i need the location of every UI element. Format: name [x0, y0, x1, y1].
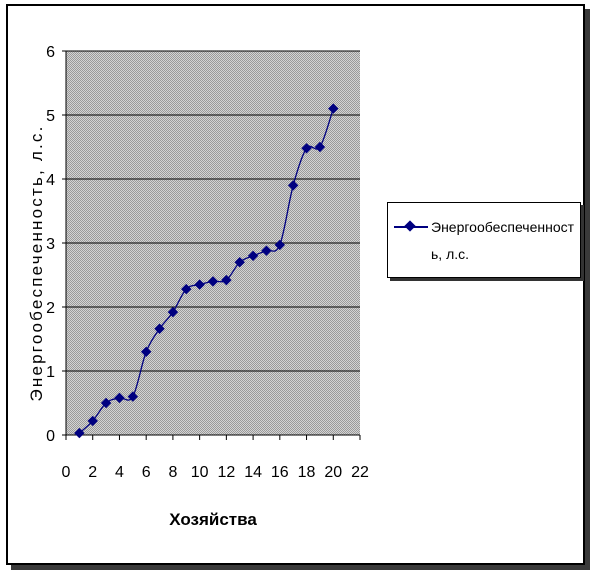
data-point-marker — [314, 141, 326, 153]
x-tick-label: 12 — [217, 464, 235, 481]
x-tick-label: 4 — [115, 464, 124, 481]
y-ticks: 0 1 2 3 4 5 6 — [46, 44, 66, 445]
y-tick-label: 5 — [46, 108, 55, 125]
data-point-marker — [301, 143, 312, 154]
data-point-marker — [194, 279, 205, 290]
y-axis-label: Энергообеспеченность, л.с. — [27, 124, 46, 401]
x-tick-label: 6 — [142, 464, 151, 481]
data-point-marker — [87, 415, 98, 427]
x-tick-label: 14 — [244, 464, 262, 481]
data-point-marker — [181, 283, 192, 295]
legend-label: Энергообеспеченность, л.с. — [431, 219, 575, 262]
x-tick-label: 2 — [88, 464, 97, 481]
y-tick-label: 2 — [46, 300, 55, 317]
data-point-marker — [287, 180, 299, 191]
data-point-marker — [207, 276, 219, 287]
data-point-marker — [74, 427, 85, 439]
legend: Энергообеспеченность, л.с. — [387, 202, 581, 278]
y-tick-label: 0 — [46, 428, 55, 445]
data-point-marker — [221, 274, 232, 286]
data-point-marker — [274, 239, 286, 251]
x-tick-label: 22 — [351, 464, 369, 481]
gridlines — [66, 50, 360, 372]
x-tick-label: 16 — [271, 464, 289, 481]
legend-diamond-marker — [404, 220, 416, 232]
data-point-marker — [167, 306, 179, 318]
x-tick-label: 20 — [324, 464, 342, 481]
data-point-marker — [100, 397, 112, 409]
x-tick-label: 0 — [62, 464, 71, 481]
x-tick-label: 18 — [298, 464, 316, 481]
y-tick-label: 3 — [46, 236, 55, 253]
series-markers — [74, 103, 339, 439]
data-point-marker — [154, 323, 165, 334]
y-tick-label: 4 — [46, 172, 55, 189]
data-point-marker — [261, 245, 272, 256]
data-point-marker — [127, 391, 139, 402]
x-axis-label: Хозяйства — [169, 510, 257, 529]
y-tick-label: 1 — [46, 364, 55, 381]
data-point-marker — [234, 256, 245, 268]
y-tick-label: 6 — [46, 44, 55, 61]
data-point-marker — [114, 392, 125, 404]
data-point-marker — [140, 346, 152, 358]
x-tick-label: 10 — [191, 464, 209, 481]
x-ticks: 0 2 4 6 8 10 12 14 16 18 20 22 — [62, 435, 369, 481]
data-point-marker — [328, 103, 339, 114]
data-point-marker — [247, 250, 259, 262]
x-tick-label: 8 — [168, 464, 177, 481]
